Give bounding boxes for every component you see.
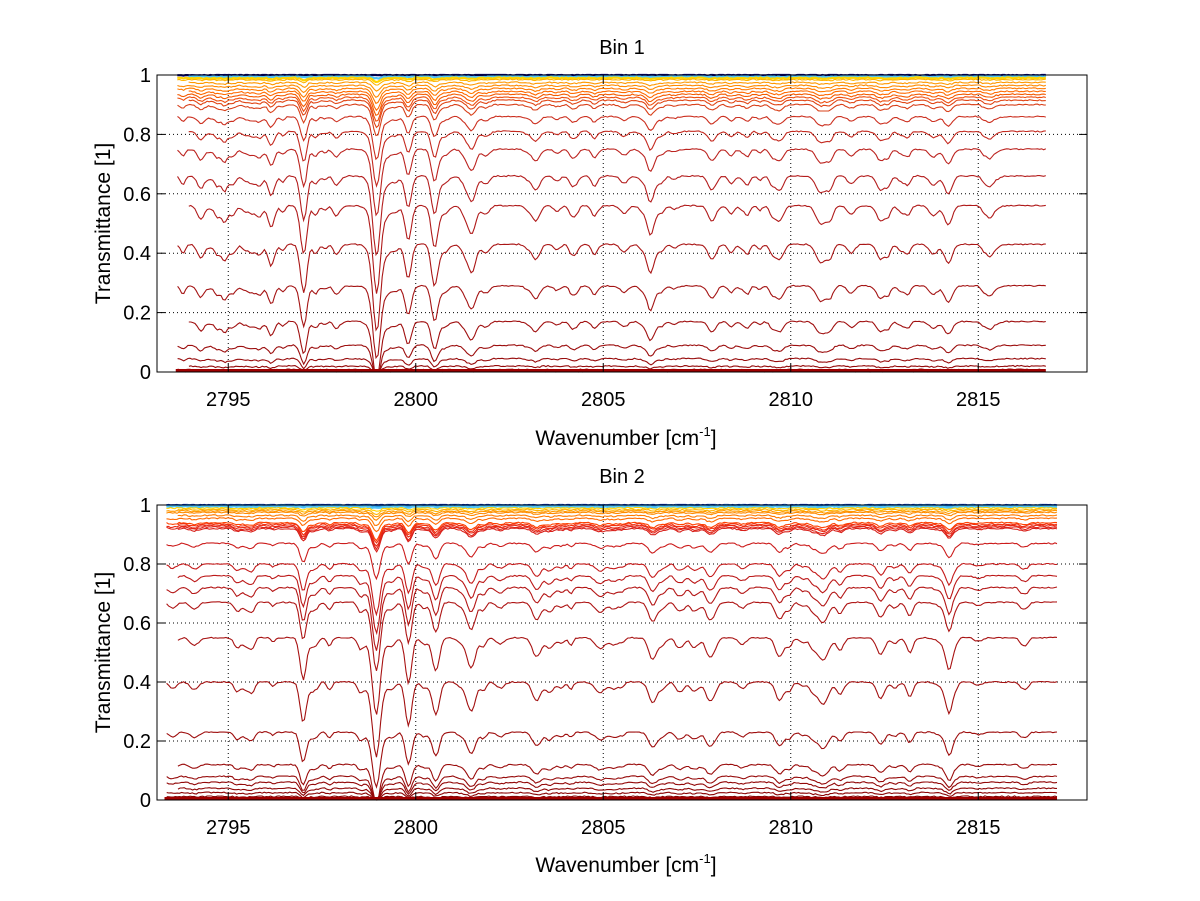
spectrum-series <box>188 90 1046 112</box>
spectrum-series <box>188 204 1046 294</box>
spectrum-series <box>177 522 1058 544</box>
y-tick-label: 0.4 <box>123 672 151 694</box>
spectrum-series <box>166 524 1058 547</box>
spectrum-series <box>166 781 1058 801</box>
series-group-bin-2 <box>164 503 1058 801</box>
y-axis-label-bin-2: Transmittance [1] <box>92 572 115 733</box>
x-tick-label: 2795 <box>206 389 251 411</box>
spectrum-series <box>177 344 1046 373</box>
spectrum-series <box>177 84 1046 98</box>
spectrum-series <box>177 96 1046 122</box>
spectrum-series <box>177 284 1046 360</box>
spectrum-series <box>177 93 1046 117</box>
spectrum-series <box>166 586 1058 651</box>
y-tick-label: 0 <box>140 790 151 812</box>
spectrum-series <box>188 130 1046 188</box>
y-tick-label: 0.8 <box>123 124 151 146</box>
y-tick-label: 0.4 <box>123 243 151 265</box>
spectrum-series <box>188 74 1047 80</box>
spectrum-series <box>166 562 1058 617</box>
x-axis-label-base: Wavenumber [cm <box>535 427 699 450</box>
x-tick-label: 2805 <box>581 389 626 411</box>
x-tick-label: 2815 <box>956 389 1001 411</box>
panel-bin-1: Bin 1 2795 2800 2805 2810 2815 0 0.2 0.4 0.6 0.8 1… <box>92 37 1088 450</box>
x-tick-label: 2810 <box>769 817 814 839</box>
spectrum-series <box>177 574 1058 636</box>
panel-bin-2: Bin 2 2795 2800 2805 2810 2815 0 0.2 0.4 0.6 0.8 1… <box>92 466 1088 877</box>
spectrum-series <box>177 76 1047 84</box>
spectrum-series <box>166 680 1058 758</box>
x-tick-label: 2800 <box>394 817 439 839</box>
x-tick-label: 2815 <box>956 817 1001 839</box>
x-tick-label: 2810 <box>769 389 814 411</box>
x-axis-label-superscript: -1 <box>699 851 711 866</box>
spectrum-series <box>166 517 1058 533</box>
spectrum-series <box>166 542 1058 581</box>
spectrum-series <box>177 115 1046 161</box>
y-tick-label: 0.2 <box>123 303 151 325</box>
x-axis-label-bin-2: Wavenumber [cm-1] <box>535 851 716 877</box>
spectrum-series <box>177 78 1046 86</box>
spectrum-series <box>177 527 1058 553</box>
spectrum-series <box>177 174 1046 257</box>
spectrum-series <box>177 508 1058 516</box>
spectrum-series <box>188 81 1046 92</box>
grid-bin-2 <box>157 505 1087 800</box>
spectrum-series <box>188 99 1046 129</box>
y-tick-label: 0.6 <box>123 613 151 635</box>
spectrum-series <box>177 636 1058 715</box>
x-axis-label-end: ] <box>711 427 717 450</box>
axes-frame-bin-2 <box>156 504 1088 801</box>
spectrum-series <box>177 103 1046 137</box>
spectrum-series <box>188 320 1046 373</box>
spectrum-series <box>177 87 1046 105</box>
x-axis-label-base: Wavenumber [cm <box>535 854 699 877</box>
x-axis-label-end: ] <box>711 854 717 877</box>
chart-title-bin-2: Bin 2 <box>599 466 645 488</box>
spectrum-series <box>166 506 1058 512</box>
spectrum-series <box>177 763 1058 801</box>
x-tick-label: 2805 <box>581 817 626 839</box>
ticks-bin-2: 2795 2800 2805 2810 2815 0 0.2 0.4 0.6 0.8 1 <box>123 495 1087 839</box>
spectrum-series <box>188 364 1046 373</box>
y-tick-label: 0.6 <box>123 184 151 206</box>
spectrum-series <box>166 525 1058 551</box>
chart-title-bin-1: Bin 1 <box>599 37 645 59</box>
grid-bin-1 <box>157 75 1087 372</box>
spectrum-series <box>166 509 1058 518</box>
x-tick-label: 2800 <box>394 389 439 411</box>
y-tick-label: 0 <box>140 362 151 384</box>
spectrum-series <box>166 601 1058 671</box>
spectrum-series <box>166 511 1058 521</box>
y-tick-label: 1 <box>140 495 151 517</box>
axes-frame-bin-1 <box>156 74 1088 373</box>
spectrum-series <box>166 521 1058 542</box>
spectrum-series <box>177 243 1046 332</box>
spectrum-series <box>166 730 1058 789</box>
series-group-bin-1 <box>175 73 1047 373</box>
ticks-bin-1: 2795 2800 2805 2810 2815 0 0.2 0.4 0.6 0.8 1 <box>123 65 1087 411</box>
spectrum-series <box>177 148 1047 217</box>
y-tick-label: 0.8 <box>123 554 151 576</box>
spectrum-series <box>177 514 1058 526</box>
y-tick-label: 1 <box>140 65 151 87</box>
y-axis-label-bin-1: Transmittance [1] <box>92 143 115 304</box>
spectrum-series <box>166 775 1058 801</box>
spectrum-series <box>177 787 1057 801</box>
y-tick-label: 0.2 <box>123 731 151 753</box>
spectrum-series <box>166 504 1058 509</box>
x-tick-label: 2795 <box>206 817 251 839</box>
spectrum-series <box>166 791 1058 801</box>
x-axis-label-superscript: -1 <box>699 424 711 439</box>
spectrum-series <box>177 357 1046 373</box>
x-axis-label-bin-1: Wavenumber [cm-1] <box>535 424 716 450</box>
